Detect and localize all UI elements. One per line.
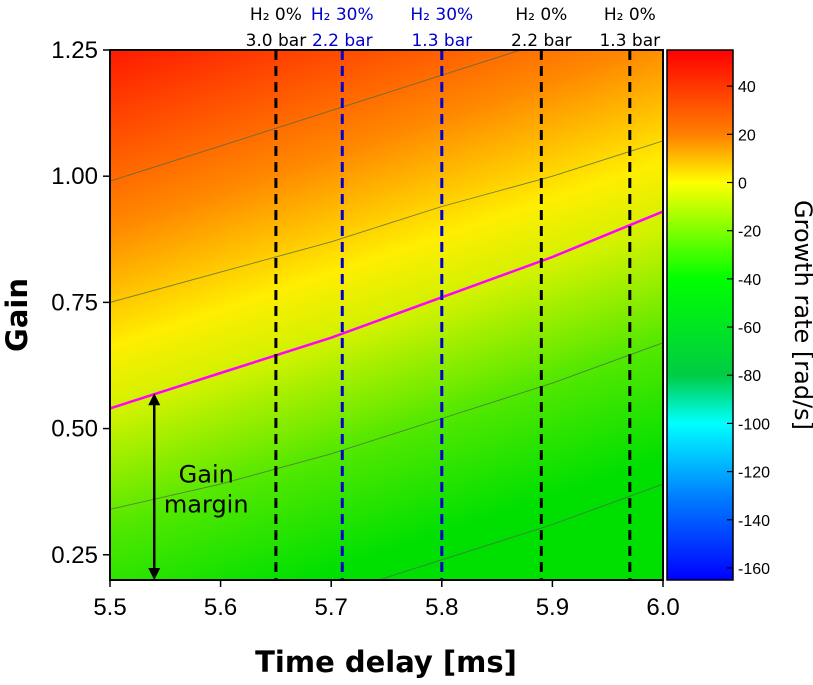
heatmap-field xyxy=(110,50,663,580)
colorbar-tick-label: -100 xyxy=(738,416,770,433)
colorbar-tick-label: -120 xyxy=(738,465,770,482)
contour-line xyxy=(377,483,663,580)
operating-point-label-top: H₂ 0% xyxy=(515,5,567,25)
operating-point-label-top: H₂ 0% xyxy=(250,5,302,25)
colorbar-tick-label: -80 xyxy=(738,368,761,385)
operating-point-label-bottom: 1.3 bar xyxy=(599,31,660,51)
operating-point-label-bottom: 3.0 bar xyxy=(246,31,307,51)
y-tick-label: 1.00 xyxy=(51,163,98,190)
x-axis-title: Time delay [ms] xyxy=(255,645,517,679)
gain-margin-label: Gain xyxy=(179,461,234,489)
operating-point-label-bottom: 1.3 bar xyxy=(411,31,472,51)
colorbar-tick-label: 40 xyxy=(738,79,756,96)
colorbar-tick-label: 20 xyxy=(738,127,756,144)
gain-margin-label: margin xyxy=(164,491,249,519)
colorbar-tick-label: -140 xyxy=(738,513,770,530)
operating-point-label-top: H₂ 0% xyxy=(604,5,656,25)
x-tick-label: 5.5 xyxy=(93,594,126,621)
colorbar xyxy=(666,49,734,581)
contour-line xyxy=(110,50,523,182)
y-tick-label: 0.25 xyxy=(51,542,98,569)
colorbar-ticks: 40 20 0 -20 -40 -60 -80 -100 -120 -140 -160 xyxy=(727,79,770,578)
y-axis-ticks: 0.25 0.50 0.75 1.00 1.25 xyxy=(51,37,110,569)
zero-growth-contour xyxy=(110,210,663,410)
y-tick-label: 0.50 xyxy=(51,416,98,443)
contour-line xyxy=(110,342,663,510)
operating-point-label-bottom: 2.2 bar xyxy=(312,31,373,51)
x-tick-label: 5.6 xyxy=(204,594,237,621)
operating-point-label-bottom: 2.2 bar xyxy=(511,31,572,51)
operating-point-label-top: H₂ 30% xyxy=(311,5,374,25)
y-tick-label: 0.75 xyxy=(51,289,98,316)
colorbar-tick-label: -60 xyxy=(738,320,761,337)
colorbar-tick-label: -40 xyxy=(738,272,761,289)
gain-margin-arrowhead-down xyxy=(148,568,161,580)
colorbar-tick-label: -160 xyxy=(738,561,770,578)
gain-margin-arrowhead-up xyxy=(148,393,161,406)
x-tick-label: 5.8 xyxy=(425,594,458,621)
x-tick-label: 6.0 xyxy=(646,594,679,621)
x-tick-label: 5.9 xyxy=(536,594,569,621)
colorbar-tick-label: 0 xyxy=(738,176,747,193)
contour-lines xyxy=(110,50,663,580)
plot-frame xyxy=(109,49,664,581)
operating-point-lines xyxy=(274,50,632,580)
operating-point-label-top: H₂ 30% xyxy=(410,5,473,25)
colorbar-tick-label: -20 xyxy=(738,224,761,241)
y-axis-title: Gain xyxy=(0,278,34,352)
x-axis-ticks: 5.5 5.6 5.7 5.8 5.9 6.0 xyxy=(93,580,680,621)
x-tick-label: 5.7 xyxy=(315,594,348,621)
colorbar-title: Growth rate [rad/s] xyxy=(789,200,813,430)
y-tick-label: 1.25 xyxy=(51,37,98,64)
contour-line xyxy=(110,140,663,303)
